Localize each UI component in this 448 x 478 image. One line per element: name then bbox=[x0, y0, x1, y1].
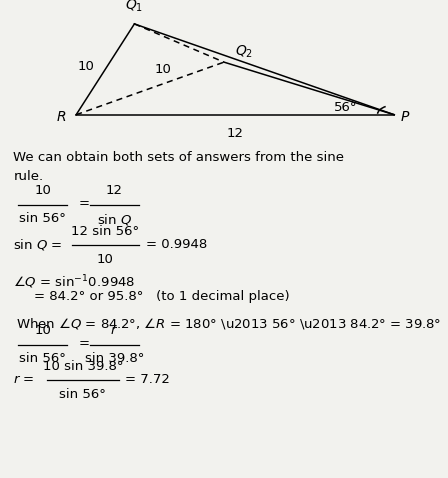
Text: $r$: $r$ bbox=[110, 324, 118, 337]
Text: $R$: $R$ bbox=[56, 110, 66, 124]
Text: sin 39.8°: sin 39.8° bbox=[85, 352, 144, 365]
Text: 12: 12 bbox=[227, 127, 244, 140]
Text: 12 sin 56°: 12 sin 56° bbox=[71, 225, 139, 238]
Text: sin $Q$ =: sin $Q$ = bbox=[13, 237, 63, 252]
Text: = 7.72: = 7.72 bbox=[125, 373, 169, 386]
Text: 10: 10 bbox=[97, 253, 114, 266]
Text: sin 56°: sin 56° bbox=[19, 352, 66, 365]
Text: $Q_1$: $Q_1$ bbox=[125, 0, 143, 14]
Text: =: = bbox=[79, 197, 90, 210]
Text: 10: 10 bbox=[77, 60, 94, 74]
Text: = 0.9948: = 0.9948 bbox=[146, 238, 207, 251]
Text: =: = bbox=[79, 337, 90, 350]
Text: sin 56°: sin 56° bbox=[19, 212, 66, 225]
Text: $Q_2$: $Q_2$ bbox=[235, 43, 253, 60]
Text: 10: 10 bbox=[34, 324, 51, 337]
Text: $\angle Q$ = sin$^{-1}$0.9948: $\angle Q$ = sin$^{-1}$0.9948 bbox=[13, 274, 136, 292]
Text: $r$ =: $r$ = bbox=[13, 373, 35, 386]
Text: 56°: 56° bbox=[334, 101, 357, 114]
Text: When $\angle Q$ = 84.2°, $\angle R$ = 180° \u2013 56° \u2013 84.2° = 39.8°: When $\angle Q$ = 84.2°, $\angle R$ = 18… bbox=[16, 316, 441, 331]
Text: $P$: $P$ bbox=[400, 110, 410, 124]
Text: = 84.2° or 95.8°   (to 1 decimal place): = 84.2° or 95.8° (to 1 decimal place) bbox=[34, 290, 289, 303]
Text: We can obtain both sets of answers from the sine: We can obtain both sets of answers from … bbox=[13, 151, 345, 163]
Text: sin 56°: sin 56° bbox=[60, 388, 106, 401]
Text: rule.: rule. bbox=[13, 170, 43, 183]
Text: 10 sin 39.8°: 10 sin 39.8° bbox=[43, 360, 123, 373]
Text: sin $Q$: sin $Q$ bbox=[97, 212, 132, 227]
Text: 10: 10 bbox=[155, 63, 172, 76]
Text: 10: 10 bbox=[34, 184, 51, 197]
Text: 12: 12 bbox=[106, 184, 123, 197]
